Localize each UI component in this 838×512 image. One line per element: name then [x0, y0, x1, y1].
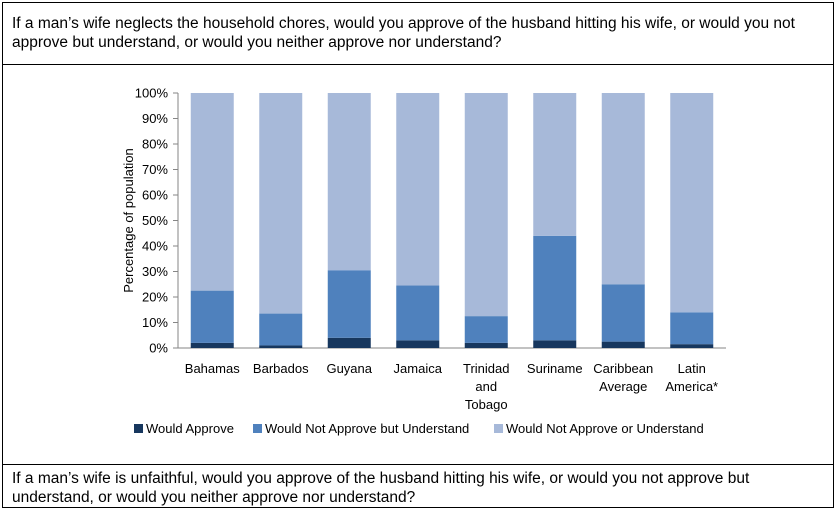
bar-segment	[464, 93, 508, 317]
bar-segment	[533, 93, 577, 236]
x-category-label: Tobago	[465, 397, 508, 412]
legend-label: Would Approve	[146, 421, 234, 436]
legend-swatch	[134, 424, 143, 433]
x-category-label: America*	[665, 379, 718, 394]
y-tick-label: 80%	[142, 137, 168, 152]
legend-swatch	[494, 424, 503, 433]
bar-segment	[670, 344, 714, 348]
bar-segment	[259, 313, 303, 346]
bar-segment	[327, 337, 371, 348]
y-tick-label: 90%	[142, 111, 168, 126]
x-category-label: Caribbean	[593, 361, 653, 376]
question-top: If a man’s wife neglects the household c…	[12, 15, 795, 51]
bar-segment	[396, 285, 440, 341]
bar-segment	[396, 340, 440, 348]
y-axis-title: Percentage of population	[121, 148, 136, 293]
bar-segment	[396, 93, 440, 286]
bar-segment	[533, 235, 577, 341]
y-tick-label: 40%	[142, 239, 168, 254]
bar-segment	[259, 93, 303, 314]
x-category-label: Bahamas	[185, 361, 240, 376]
x-category-label: Suriname	[527, 361, 583, 376]
bottom-divider	[3, 464, 833, 465]
top-divider	[3, 64, 833, 65]
bar-segment	[190, 290, 234, 343]
bar-segment	[670, 312, 714, 345]
x-category-label: Jamaica	[394, 361, 443, 376]
bar-segment	[601, 93, 645, 285]
y-tick-label: 100%	[135, 86, 169, 101]
x-category-label: Barbados	[253, 361, 309, 376]
y-tick-label: 50%	[142, 213, 168, 228]
x-category-label: Latin	[678, 361, 706, 376]
bar-segment	[533, 340, 577, 348]
y-tick-label: 30%	[142, 264, 168, 279]
bar-segment	[464, 316, 508, 343]
bar-segment	[190, 93, 234, 291]
bar-segment	[464, 342, 508, 348]
bar-segment	[259, 345, 303, 348]
legend-label: Would Not Approve or Understand	[506, 421, 704, 436]
y-tick-label: 60%	[142, 188, 168, 203]
x-category-label: and	[475, 379, 497, 394]
bar-segment	[327, 270, 371, 338]
bar-segment	[601, 284, 645, 342]
x-category-label: Guyana	[326, 361, 372, 376]
bar-segment	[670, 93, 714, 313]
y-tick-label: 20%	[142, 290, 168, 305]
legend-label: Would Not Approve but Understand	[265, 421, 469, 436]
question-bottom: If a man’s wife is unfaithful, would you…	[12, 470, 750, 506]
y-tick-label: 0%	[149, 341, 168, 356]
bar-segment	[190, 342, 234, 348]
x-category-label: Average	[599, 379, 647, 394]
legend-swatch	[253, 424, 262, 433]
y-tick-label: 10%	[142, 315, 168, 330]
y-tick-label: 70%	[142, 162, 168, 177]
x-category-label: Trinidad	[463, 361, 509, 376]
bar-segment	[327, 93, 371, 271]
bar-segment	[601, 341, 645, 348]
